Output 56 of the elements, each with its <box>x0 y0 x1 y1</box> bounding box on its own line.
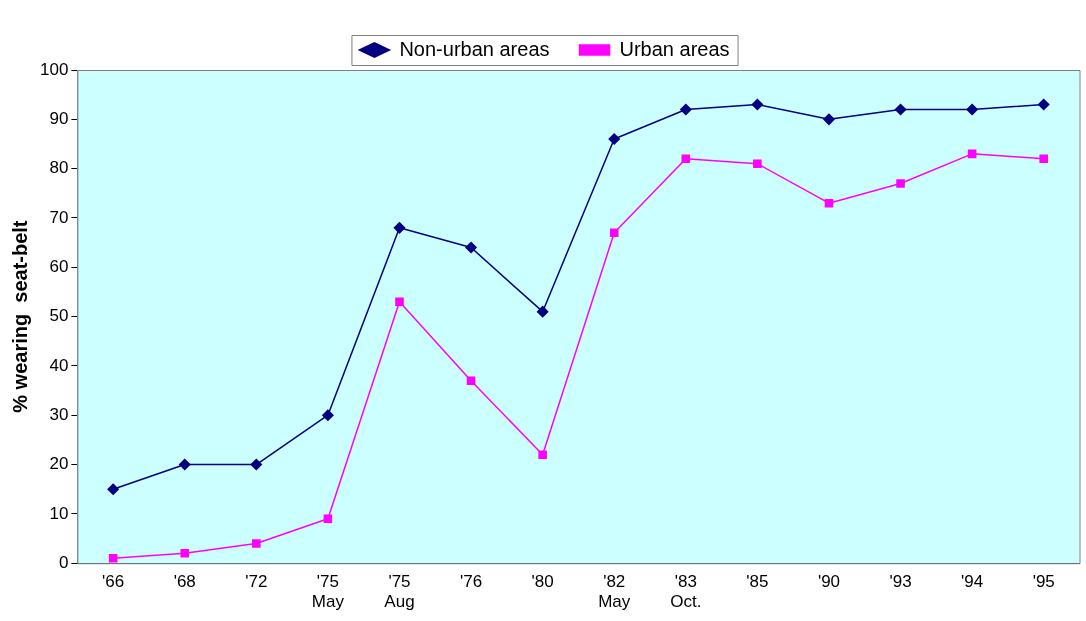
x-tick-label: '80 <box>531 572 554 592</box>
y-tick-label: 0 <box>58 552 69 572</box>
point <box>538 450 547 459</box>
point <box>250 458 263 471</box>
point <box>393 222 406 234</box>
point <box>395 297 404 307</box>
y-tick-label: 70 <box>49 207 69 227</box>
point <box>896 179 905 188</box>
point <box>823 113 835 126</box>
y-tick-label: 40 <box>49 355 69 375</box>
legend-label: Urban areas <box>619 37 730 60</box>
point <box>967 149 977 159</box>
point <box>609 228 619 238</box>
y-tick-label: 100 <box>39 59 69 79</box>
x-tick-label: '83 Oct. <box>670 572 702 612</box>
point <box>608 133 620 145</box>
x-tick-label: '68 <box>173 572 196 592</box>
x-tick-label: '95 <box>1032 572 1055 592</box>
point <box>466 376 476 385</box>
y-tick-label: 10 <box>49 503 69 523</box>
point <box>180 549 190 558</box>
point <box>1039 154 1048 164</box>
point <box>753 159 762 168</box>
point <box>107 483 119 495</box>
point <box>966 103 978 116</box>
point <box>681 154 691 164</box>
point <box>322 409 334 421</box>
x-tick-label: '75 May <box>311 572 345 612</box>
point <box>894 103 907 116</box>
x-tick-label: '85 <box>746 572 769 592</box>
y-axis-title: % wearing seat-belt <box>8 220 31 413</box>
x-tick-label: '90 <box>817 572 841 592</box>
point <box>536 305 549 318</box>
point <box>465 241 477 254</box>
point <box>252 539 261 548</box>
point <box>1037 98 1050 111</box>
y-tick-label: 60 <box>49 256 69 276</box>
x-tick-label: '93 <box>889 572 912 592</box>
y-tick-label: 20 <box>49 454 69 474</box>
point <box>680 103 692 116</box>
point <box>323 514 333 524</box>
x-tick-label: '94 <box>961 572 984 592</box>
point <box>108 553 118 563</box>
x-tick-label: '72 <box>245 572 268 592</box>
y-tick-label: 30 <box>49 404 69 424</box>
point <box>824 198 834 208</box>
x-tick-label: '75 Aug <box>384 572 415 612</box>
x-tick-label: '76 <box>459 572 483 592</box>
y-tick-label: 80 <box>49 158 69 178</box>
legend-label: Non-urban areas <box>399 37 550 60</box>
y-tick-label: 50 <box>49 306 69 326</box>
x-tick-label: '66 <box>102 572 125 592</box>
point <box>178 458 191 471</box>
x-tick-label: '82 May <box>598 572 631 612</box>
y-tick-label: 90 <box>49 109 69 129</box>
point <box>751 98 764 111</box>
